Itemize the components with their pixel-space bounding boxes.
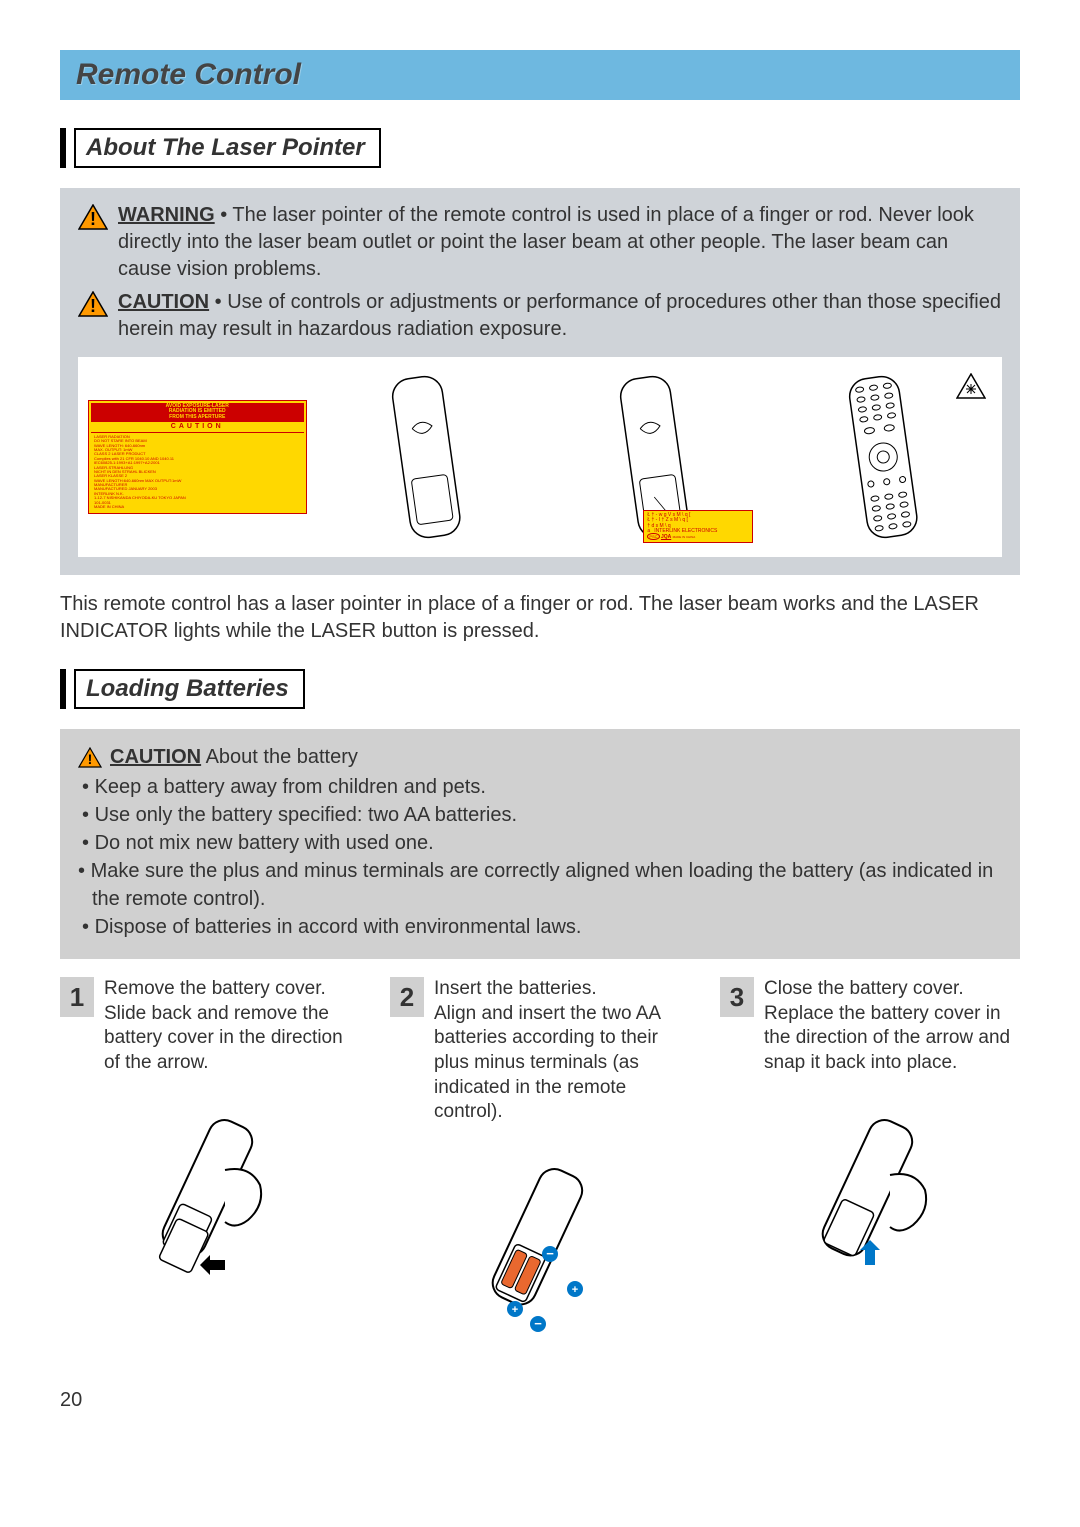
step-text: Remove the battery cover. Slide back and…	[104, 977, 360, 1076]
small-yellow-callout: Ł † - w g V s M \ q [ Ł † - I † Z s M \ …	[643, 510, 753, 544]
step-text: Close the battery cover. Replace the bat…	[764, 977, 1020, 1076]
laser-description: This remote control has a laser pointer …	[60, 591, 1020, 645]
title-bar: Remote Control	[60, 50, 1020, 100]
remote-back-diagram	[317, 367, 536, 547]
list-item: Use only the battery specified: two AA b…	[78, 801, 1002, 829]
warning-box: ! WARNING • The laser pointer of the rem…	[60, 188, 1020, 575]
warning-label: WARNING	[118, 204, 215, 226]
step-2: 2 Insert the batteries. Align and insert…	[390, 977, 690, 1349]
battery-caution-bullets: Keep a battery away from children and pe…	[78, 773, 1002, 941]
yellow-label-top: AVOID EXPOSURE-LASER RADIATION IS EMITTE…	[91, 403, 304, 422]
caution-label: CAUTION	[118, 291, 209, 313]
diagram-strip: AVOID EXPOSURE-LASER RADIATION IS EMITTE…	[78, 357, 1002, 557]
svg-text:!: !	[90, 209, 96, 229]
remote-back-diagram-callout: Ł † - w g V s M \ q [ Ł † - I † Z s M \ …	[545, 367, 764, 547]
step-text: Insert the batteries. Align and insert t…	[434, 977, 690, 1125]
warning-text: WARNING • The laser pointer of the remot…	[118, 202, 1002, 283]
list-item: Keep a battery away from children and pe…	[78, 773, 1002, 801]
svg-text:−: −	[534, 1316, 542, 1331]
step-1: 1 Remove the battery cover. Slide back a…	[60, 977, 360, 1349]
caution-text: CAUTION • Use of controls or adjustments…	[118, 289, 1002, 343]
section-heading: Loading Batteries	[74, 669, 305, 709]
section-heading-wrap: About The Laser Pointer	[60, 128, 1020, 168]
yellow-label-body: LASER RADIATION DO NOT STARE INTO BEAM W…	[91, 433, 304, 512]
svg-text:!: !	[88, 751, 93, 767]
warning-triangle-icon: !	[78, 747, 102, 768]
battery-caution-label: CAUTION	[110, 746, 201, 768]
yellow-warning-label: AVOID EXPOSURE-LASER RADIATION IS EMITTE…	[88, 367, 307, 547]
page-number: 20	[60, 1389, 1020, 1412]
steps-row: 1 Remove the battery cover. Slide back a…	[60, 977, 1020, 1349]
caution-body: • Use of controls or adjustments or perf…	[118, 291, 1001, 340]
remote-front-diagram	[774, 367, 993, 547]
svg-text:!: !	[90, 296, 96, 316]
list-item: Do not mix new battery with used one.	[78, 829, 1002, 857]
warning-triangle-icon: !	[78, 204, 108, 235]
caution-row: ! CAUTION • Use of controls or adjustmen…	[78, 289, 1002, 343]
step-1-illustration	[60, 1100, 360, 1300]
section-heading-wrap: Loading Batteries	[60, 669, 1020, 709]
laser-aperture-triangle-icon	[956, 373, 986, 404]
page-title: Remote Control	[76, 58, 1004, 92]
step-number: 3	[720, 977, 754, 1017]
step-number: 2	[390, 977, 424, 1017]
battery-caution-box: ! CAUTION About the battery Keep a batte…	[60, 729, 1020, 959]
warning-row: ! WARNING • The laser pointer of the rem…	[78, 202, 1002, 283]
list-item: Make sure the plus and minus terminals a…	[78, 857, 1002, 913]
svg-text:+: +	[572, 1284, 578, 1296]
svg-text:+: +	[512, 1304, 518, 1316]
step-2-illustration: + + − −	[390, 1149, 690, 1349]
warning-triangle-icon: !	[78, 291, 108, 322]
warning-body: • The laser pointer of the remote contro…	[118, 204, 974, 280]
step-3: 3 Close the battery cover. Replace the b…	[720, 977, 1020, 1349]
step-3-illustration	[720, 1100, 1020, 1300]
yellow-label-caution: CAUTION	[91, 421, 304, 433]
battery-caution-head: ! CAUTION About the battery	[78, 743, 1002, 771]
svg-text:−: −	[546, 1246, 554, 1261]
step-number: 1	[60, 977, 94, 1017]
section-heading: About The Laser Pointer	[74, 128, 381, 168]
list-item: Dispose of batteries in accord with envi…	[78, 913, 1002, 941]
battery-caution-intro: About the battery	[201, 746, 358, 768]
